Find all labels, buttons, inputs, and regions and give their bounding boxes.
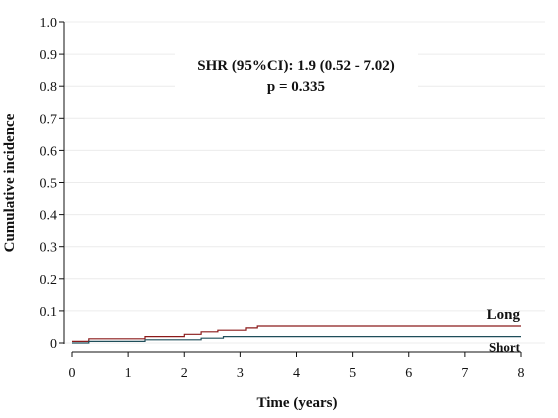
x-tick-label: 2 <box>181 366 188 381</box>
x-tick-label: 3 <box>237 366 244 381</box>
x-tick-label: 8 <box>518 366 525 381</box>
y-tick-label: 0.4 <box>40 209 58 224</box>
y-tick-label: 0.7 <box>40 112 58 127</box>
y-tick-label: 0.1 <box>40 305 58 320</box>
y-tick-label: 1.0 <box>40 16 58 31</box>
y-tick-label: 0.9 <box>40 48 58 63</box>
y-tick-label: 0.3 <box>40 241 58 256</box>
y-tick-label: 0.6 <box>40 144 58 159</box>
annotation-background <box>175 48 418 96</box>
axes <box>59 21 522 357</box>
x-tick-label: 6 <box>405 366 412 381</box>
series-label-short: Short <box>489 340 521 355</box>
y-tick-label: 0 <box>50 337 57 352</box>
x-tick-label: 7 <box>461 366 468 381</box>
shr-annotation: SHR (95%CI): 1.9 (0.52 - 7.02) <box>197 58 394 74</box>
y-tick-label: 0.5 <box>40 177 58 192</box>
y-tick-label: 0.8 <box>40 80 58 95</box>
labels-group: 0 0.1 0.2 0.3 0.4 0.5 0.6 0.7 0.8 0.9 1.0 0 1 2 3 4 5 6 7 8… <box>40 16 525 381</box>
p-value-annotation: p = 0.335 <box>267 79 325 95</box>
series-label-long: Long <box>487 307 521 323</box>
x-axis-title: Time (years) <box>257 395 338 411</box>
y-axis-title: Cumulative incidence <box>2 113 18 252</box>
x-tick-label: 0 <box>69 366 76 381</box>
y-tick-label: 0.2 <box>40 273 58 288</box>
series-line-long <box>72 325 521 342</box>
x-tick-label: 1 <box>125 366 132 381</box>
series-line-short <box>72 336 521 344</box>
x-tick-label: 5 <box>349 366 356 381</box>
x-tick-label: 4 <box>293 366 300 381</box>
series-group <box>72 325 521 344</box>
